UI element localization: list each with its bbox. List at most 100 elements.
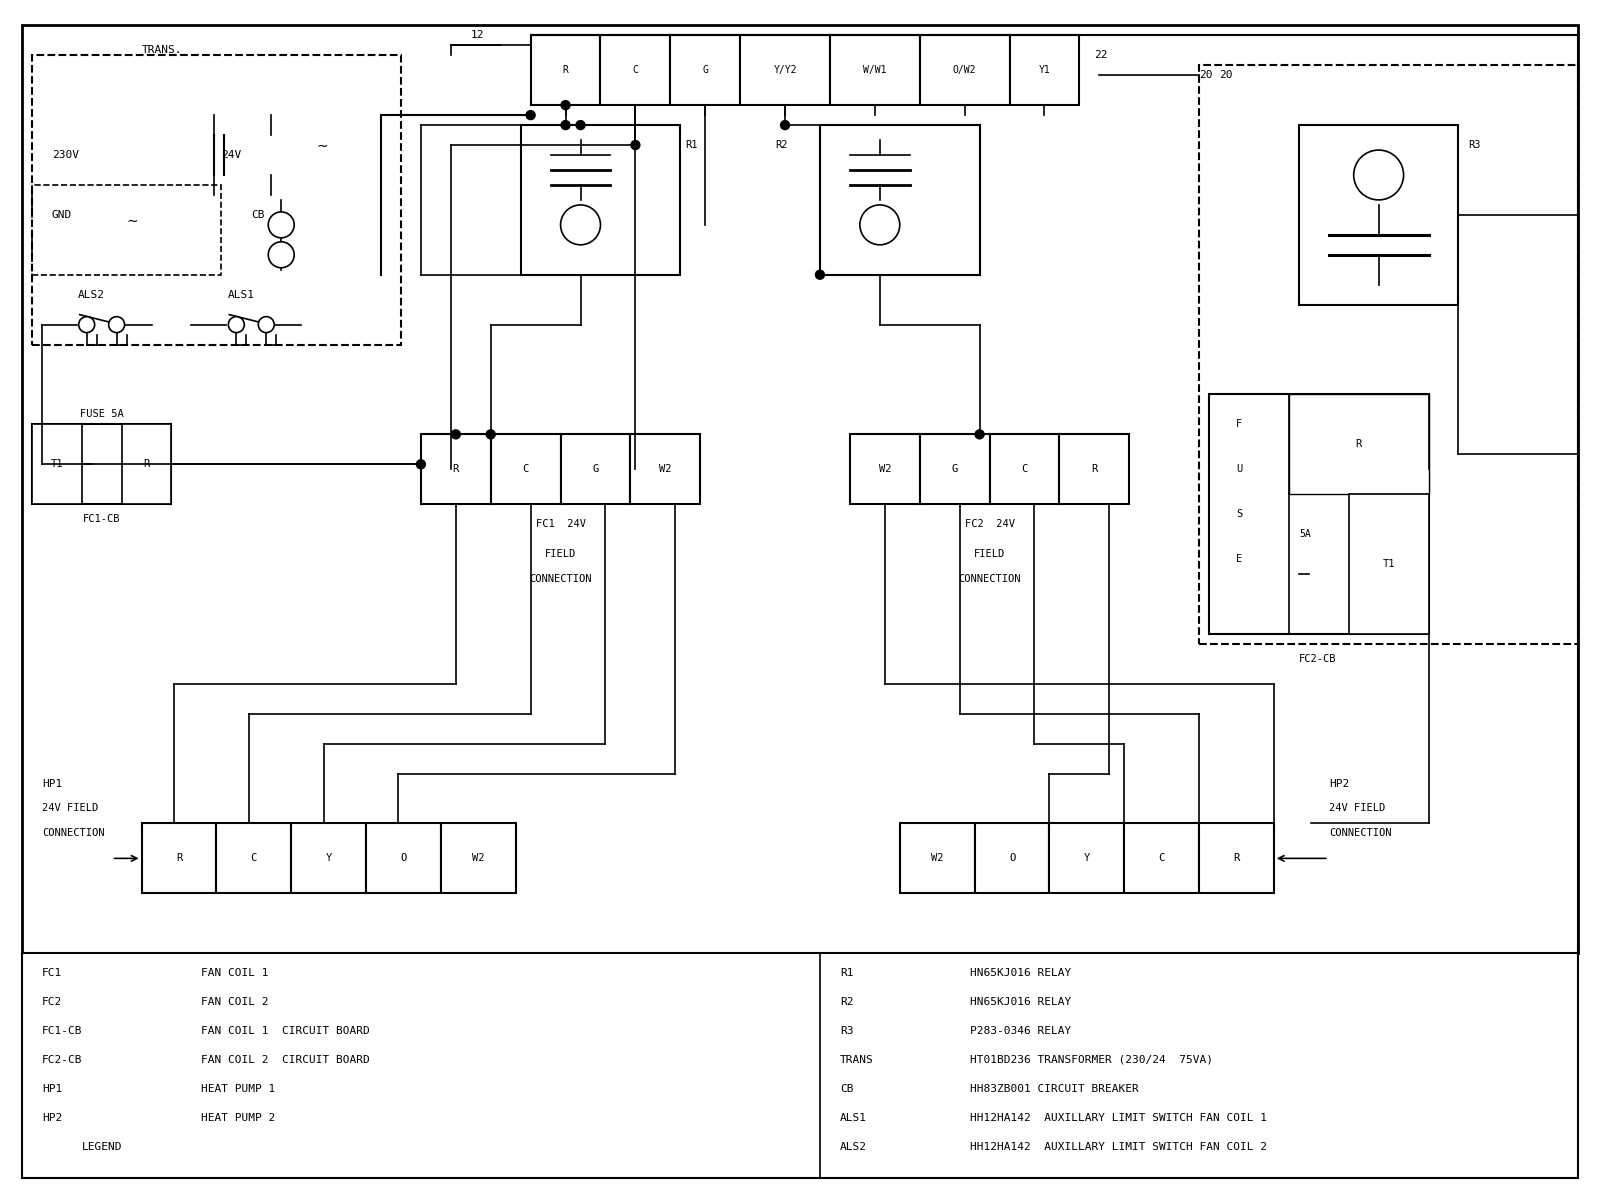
FancyBboxPatch shape <box>141 823 216 893</box>
Text: FAN COIL 2: FAN COIL 2 <box>202 997 269 1008</box>
Text: C: C <box>523 464 528 475</box>
Circle shape <box>486 430 496 439</box>
Text: FAN COIL 2  CIRCUIT BOARD: FAN COIL 2 CIRCUIT BOARD <box>202 1055 370 1064</box>
Text: HEAT PUMP 2: HEAT PUMP 2 <box>202 1113 275 1122</box>
Text: ALS1: ALS1 <box>840 1113 867 1122</box>
Text: W2: W2 <box>931 854 944 863</box>
Text: C: C <box>251 854 258 863</box>
Text: O: O <box>1010 854 1014 863</box>
Text: CONNECTION: CONNECTION <box>530 574 592 584</box>
Circle shape <box>451 430 461 439</box>
Text: R3: R3 <box>840 1027 853 1036</box>
Text: Y: Y <box>1083 854 1090 863</box>
FancyBboxPatch shape <box>520 126 680 275</box>
Text: 230V: 230V <box>51 150 78 160</box>
FancyBboxPatch shape <box>1210 394 1429 633</box>
Text: FC2-CB: FC2-CB <box>42 1055 82 1064</box>
Text: FUSE 5A: FUSE 5A <box>80 410 123 419</box>
Text: Y/Y2: Y/Y2 <box>773 65 797 76</box>
Text: HEAT PUMP 1: HEAT PUMP 1 <box>202 1083 275 1094</box>
Text: U: U <box>1235 464 1242 475</box>
Text: R2: R2 <box>840 997 853 1008</box>
Circle shape <box>78 316 94 333</box>
FancyBboxPatch shape <box>1125 823 1198 893</box>
Text: 24V: 24V <box>221 150 242 160</box>
Text: FC2-CB: FC2-CB <box>1299 654 1336 664</box>
Text: C: C <box>632 65 638 76</box>
FancyBboxPatch shape <box>974 823 1050 893</box>
Circle shape <box>562 121 570 129</box>
FancyBboxPatch shape <box>32 424 171 504</box>
Text: G: G <box>592 464 598 475</box>
Circle shape <box>258 316 274 333</box>
Text: HP1: HP1 <box>42 1083 62 1094</box>
Text: ALS1: ALS1 <box>227 290 254 300</box>
FancyBboxPatch shape <box>291 823 366 893</box>
FancyBboxPatch shape <box>366 823 442 893</box>
Text: HT01BD236 TRANSFORMER (230/24  75VA): HT01BD236 TRANSFORMER (230/24 75VA) <box>970 1055 1213 1064</box>
Text: F: F <box>1235 419 1242 430</box>
Circle shape <box>269 212 294 238</box>
Text: HH12HA142  AUXILLARY LIMIT SWITCH FAN COIL 2: HH12HA142 AUXILLARY LIMIT SWITCH FAN COI… <box>970 1141 1267 1152</box>
Text: FC1-CB: FC1-CB <box>42 1027 82 1036</box>
Text: GND: GND <box>51 210 72 220</box>
Text: 20: 20 <box>1198 70 1213 81</box>
Text: HN65KJ016 RELAY: HN65KJ016 RELAY <box>970 969 1070 978</box>
Text: CONNECTION: CONNECTION <box>958 574 1021 584</box>
Text: 24V FIELD: 24V FIELD <box>42 804 98 813</box>
Text: W/W1: W/W1 <box>862 65 886 76</box>
FancyBboxPatch shape <box>32 424 82 504</box>
Text: FIELD: FIELD <box>974 549 1005 559</box>
Text: LEGEND: LEGEND <box>82 1141 122 1152</box>
FancyBboxPatch shape <box>442 823 515 893</box>
Text: 24V FIELD: 24V FIELD <box>1328 804 1386 813</box>
Circle shape <box>526 110 534 120</box>
Text: ALS2: ALS2 <box>840 1141 867 1152</box>
FancyBboxPatch shape <box>920 36 1010 105</box>
FancyBboxPatch shape <box>1050 823 1125 893</box>
Text: FC1-CB: FC1-CB <box>83 514 120 525</box>
Circle shape <box>1354 150 1403 200</box>
Text: T1: T1 <box>51 459 62 469</box>
FancyBboxPatch shape <box>600 36 670 105</box>
Circle shape <box>781 121 789 129</box>
Text: CONNECTION: CONNECTION <box>42 829 104 838</box>
Text: R2: R2 <box>774 140 787 150</box>
Text: CONNECTION: CONNECTION <box>1328 829 1392 838</box>
Text: HN65KJ016 RELAY: HN65KJ016 RELAY <box>970 997 1070 1008</box>
Text: HH12HA142  AUXILLARY LIMIT SWITCH FAN COIL 1: HH12HA142 AUXILLARY LIMIT SWITCH FAN COI… <box>970 1113 1267 1122</box>
Text: Y: Y <box>325 854 331 863</box>
Text: W2: W2 <box>659 464 672 475</box>
FancyBboxPatch shape <box>560 435 630 504</box>
Circle shape <box>859 205 899 245</box>
Text: S: S <box>1235 509 1242 519</box>
Text: FIELD: FIELD <box>546 549 576 559</box>
FancyBboxPatch shape <box>22 953 1578 1178</box>
Circle shape <box>560 205 600 245</box>
Text: Y1: Y1 <box>1038 65 1050 76</box>
Text: FC1  24V: FC1 24V <box>536 519 586 529</box>
FancyBboxPatch shape <box>989 435 1059 504</box>
FancyBboxPatch shape <box>491 435 560 504</box>
Circle shape <box>630 141 640 149</box>
FancyBboxPatch shape <box>741 36 830 105</box>
Text: T1: T1 <box>1382 559 1395 570</box>
Text: CB: CB <box>840 1083 853 1094</box>
Text: R1: R1 <box>840 969 853 978</box>
Text: HP2: HP2 <box>42 1113 62 1122</box>
Circle shape <box>416 459 426 469</box>
FancyBboxPatch shape <box>531 36 600 105</box>
Text: R: R <box>1355 439 1362 450</box>
Circle shape <box>229 316 245 333</box>
Text: CB: CB <box>251 210 264 220</box>
Text: O/W2: O/W2 <box>954 65 976 76</box>
Text: FAN COIL 1: FAN COIL 1 <box>202 969 269 978</box>
Text: TRANS: TRANS <box>840 1055 874 1064</box>
Text: R: R <box>1091 464 1098 475</box>
Circle shape <box>816 270 824 279</box>
Circle shape <box>109 316 125 333</box>
Text: $\sim$: $\sim$ <box>125 213 139 227</box>
FancyBboxPatch shape <box>630 435 701 504</box>
FancyBboxPatch shape <box>216 823 291 893</box>
Text: W2: W2 <box>472 854 485 863</box>
